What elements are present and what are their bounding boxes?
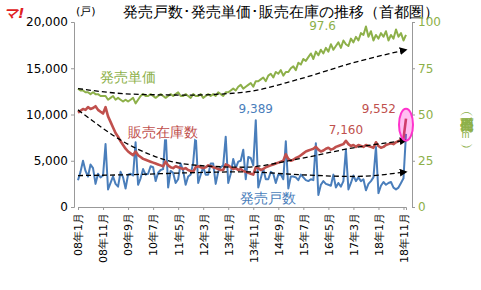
y2-tick: 25 — [412, 154, 433, 168]
annotation: 9,552 — [362, 102, 396, 116]
x-tick-label: 12年3月 — [198, 213, 211, 256]
trend-line — [78, 172, 406, 177]
x-tick-label: 16年5月 — [323, 213, 336, 256]
y2-tick-label: 25 — [418, 154, 433, 168]
annotation: 97.6 — [309, 19, 336, 33]
trend-line — [78, 50, 406, 95]
chart-svg: 発売戸数･発売単価･販売在庫の推移（首都圏） マ! (戸) 発売単価（万円／㎡） 0 5,… — [0, 0, 481, 290]
annotation: 9,389 — [239, 102, 273, 116]
y2-tick-label: 50 — [418, 108, 433, 122]
x-tick-mark — [303, 207, 304, 210]
x-tick: 14年9月 — [273, 207, 286, 256]
y2-tick: 50 — [412, 108, 433, 122]
x-tick-label: 18年11月 — [398, 213, 411, 263]
y-tick-label: 5,000 — [34, 154, 68, 168]
y2-tick-mark — [412, 22, 415, 23]
y-tick-mark — [71, 22, 74, 23]
chart-title: 発売戸数･発売単価･販売在庫の推移（首都圏） — [123, 3, 439, 21]
y-axis-title: (戸) — [76, 5, 96, 18]
x-tick-label: 18年1月 — [373, 213, 386, 256]
x-tick: 12年3月 — [198, 207, 211, 256]
y2-tick-mark — [412, 68, 415, 69]
y-tick-label: 15,000 — [26, 62, 68, 76]
y-tick-mark — [71, 207, 74, 208]
y-tick-label: 20,000 — [26, 15, 68, 29]
series-line — [78, 106, 406, 174]
highlight — [399, 109, 413, 141]
x-tick-label: 13年11月 — [248, 213, 261, 263]
y-tick-label: 10,000 — [26, 108, 68, 122]
series-label: 販売在庫数 — [128, 124, 198, 140]
y2-tick: 0 — [412, 200, 426, 214]
x-tick: 13年11月 — [248, 207, 261, 263]
x-tick-mark — [328, 207, 329, 210]
x-tick-mark — [278, 207, 279, 210]
y-tick: 0 — [60, 200, 74, 214]
x-tick: 08年1月 — [72, 207, 85, 256]
y-axis-line — [71, 23, 75, 208]
plot-area — [78, 26, 406, 195]
x-tick-mark — [128, 207, 129, 210]
y-tick: 5,000 — [34, 154, 74, 168]
x-tick-label: 17年3月 — [348, 213, 361, 256]
x-tick-mark — [203, 207, 204, 210]
x-tick-label: 13年1月 — [223, 213, 236, 256]
x-tick: 13年1月 — [223, 207, 236, 256]
y2-axis: 0 25 50 75 100 — [412, 15, 441, 214]
x-tick: 08年11月 — [97, 207, 110, 263]
x-axis: 08年1月 08年11月 09年9月 10年7月 11年5月 12年3月 13年1月 13年1… — [72, 207, 410, 263]
series-line — [78, 26, 406, 103]
x-tick-label: 08年1月 — [72, 213, 85, 256]
x-tick-mark — [178, 207, 179, 210]
y2-tick-label: 100 — [418, 15, 441, 29]
x-tick: 16年5月 — [323, 207, 336, 256]
trend-line — [78, 110, 406, 167]
x-tick: 09年9月 — [122, 207, 135, 256]
x-tick: 10年7月 — [147, 207, 160, 256]
x-tick: 17年3月 — [348, 207, 361, 256]
x-tick-label: 15年7月 — [298, 213, 311, 256]
x-axis-line — [79, 208, 407, 211]
x-tick-mark — [78, 207, 79, 210]
y2-axis-title: 発売単価（万円／㎡） — [459, 107, 475, 148]
y-tick-mark — [71, 68, 74, 69]
x-tick: 18年1月 — [373, 207, 386, 256]
x-tick: 11年5月 — [173, 207, 186, 256]
y-tick-mark — [71, 161, 74, 162]
y-tick: 15,000 — [26, 62, 74, 76]
x-tick-label: 10年7月 — [147, 213, 160, 256]
x-tick-label: 14年9月 — [273, 213, 286, 256]
y-tick: 20,000 — [26, 15, 74, 29]
x-tick-mark — [228, 207, 229, 210]
x-tick: 18年11月 — [398, 207, 411, 263]
x-tick-label: 11年5月 — [173, 213, 186, 256]
series-line — [78, 120, 406, 195]
x-tick-mark — [353, 207, 354, 210]
chart-container: 発売戸数･発売単価･販売在庫の推移（首都圏） マ! (戸) 発売単価（万円／㎡） 0 5,… — [0, 0, 481, 290]
logo: マ! — [4, 5, 24, 21]
x-tick-mark — [253, 207, 254, 210]
y2-tick: 75 — [412, 62, 433, 76]
y2-tick-mark — [412, 207, 415, 208]
y2-tick-mark — [412, 161, 415, 162]
x-tick-label: 09年9月 — [122, 213, 135, 256]
y2-axis-line — [413, 23, 416, 208]
x-tick-mark — [103, 207, 104, 210]
y-tick: 10,000 — [26, 108, 74, 122]
x-tick-label: 08年11月 — [97, 213, 110, 263]
x-tick-mark — [153, 207, 154, 210]
y2-tick: 100 — [412, 15, 441, 29]
y-tick-mark — [71, 115, 74, 116]
y2-tick-label: 75 — [418, 62, 433, 76]
x-tick-mark — [378, 207, 379, 210]
y-axis: 0 5,000 10,000 15,000 20,000 — [26, 15, 75, 214]
annotation: 7,160 — [329, 123, 363, 137]
y-tick-label: 0 — [60, 200, 68, 214]
x-tick: 15年7月 — [298, 207, 311, 256]
y2-tick-label: 0 — [418, 200, 426, 214]
x-tick-mark — [403, 207, 404, 210]
series-label: 発売戸数 — [240, 190, 296, 206]
series-label: 発売単価 — [100, 69, 156, 85]
